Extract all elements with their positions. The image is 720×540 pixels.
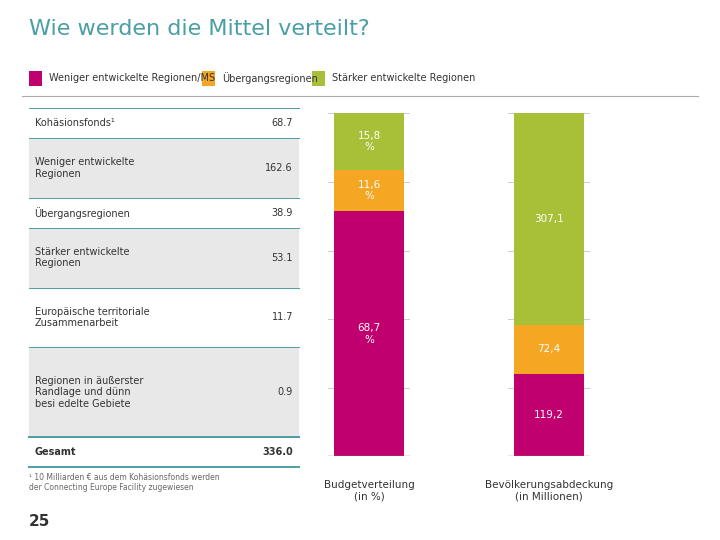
Text: Europäische territoriale
Zusammenarbeit: Europäische territoriale Zusammenarbeit	[35, 307, 149, 328]
Text: Regionen in äußerster
Randlage und dünn
besi edelte Gebiete: Regionen in äußerster Randlage und dünn …	[35, 376, 143, 409]
Text: 25: 25	[29, 514, 50, 529]
Text: 38.9: 38.9	[271, 208, 293, 218]
Text: Weniger entwickelte
Regionen: Weniger entwickelte Regionen	[35, 157, 134, 179]
Text: 68,7
%: 68,7 %	[357, 323, 381, 345]
Text: Bevölkerungsabdeckung
(in Millionen): Bevölkerungsabdeckung (in Millionen)	[485, 480, 613, 502]
Text: Stärker entwickelte
Regionen: Stärker entwickelte Regionen	[35, 247, 129, 268]
Text: Übergangsregionen: Übergangsregionen	[222, 72, 318, 84]
Bar	[334, 113, 404, 170]
Text: 119,2: 119,2	[534, 410, 564, 420]
Bar	[334, 170, 404, 211]
Bar	[334, 211, 404, 456]
Text: 68.7: 68.7	[271, 118, 293, 128]
Text: Übergangsregionen: Übergangsregionen	[35, 207, 130, 219]
Text: 11.7: 11.7	[271, 313, 293, 322]
Text: 11,6
%: 11,6 %	[357, 180, 381, 201]
Text: 307,1: 307,1	[534, 214, 564, 224]
Bar	[514, 374, 584, 456]
Text: Kohäsionsfonds¹: Kohäsionsfonds¹	[35, 118, 114, 128]
Text: 336.0: 336.0	[262, 447, 293, 457]
Text: 72,4: 72,4	[537, 345, 561, 354]
Bar	[514, 113, 584, 325]
Text: Budgetverteilung
(in %): Budgetverteilung (in %)	[323, 480, 415, 502]
Bar	[514, 325, 584, 374]
Text: Gesamt: Gesamt	[35, 447, 76, 457]
Text: 0.9: 0.9	[278, 387, 293, 397]
Text: Stärker entwickelte Regionen: Stärker entwickelte Regionen	[333, 73, 476, 83]
Text: 162.6: 162.6	[266, 163, 293, 173]
Text: Weniger entwickelte Regionen/MS: Weniger entwickelte Regionen/MS	[49, 73, 215, 83]
Text: Wie werden die Mittel verteilt?: Wie werden die Mittel verteilt?	[29, 19, 369, 39]
Text: ¹ 10 Milliarden € aus dem Kohäsionsfonds werden
der Connecting Europe Facility z: ¹ 10 Milliarden € aus dem Kohäsionsfonds…	[29, 472, 220, 492]
Text: 15,8
%: 15,8 %	[357, 131, 381, 152]
Text: 53.1: 53.1	[271, 253, 293, 262]
